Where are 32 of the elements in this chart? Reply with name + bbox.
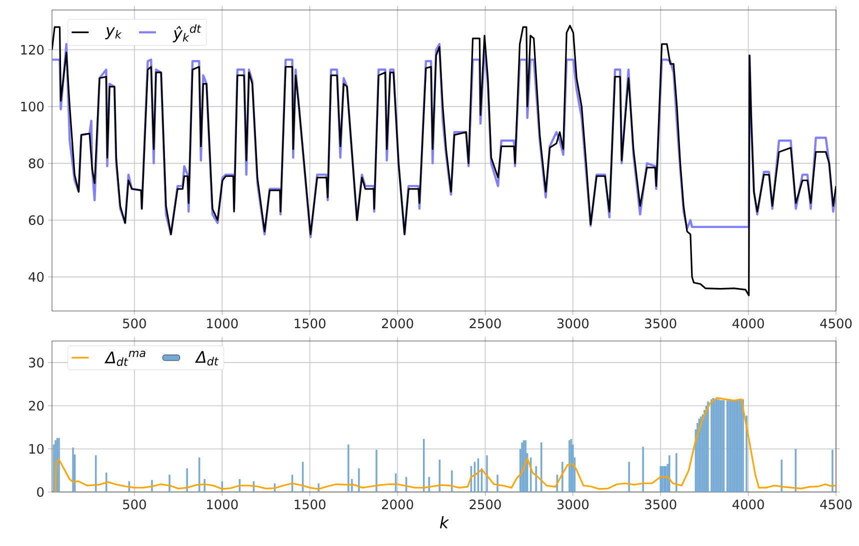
legend-label: y$_{k}$ bbox=[105, 27, 122, 40]
x-tick-label: 4500 bbox=[820, 500, 852, 510]
x-tick-label: 2000 bbox=[382, 318, 414, 328]
x-tick-label: 500 bbox=[123, 500, 146, 510]
y-tick-label: 60 bbox=[28, 215, 44, 226]
y-tick-label: 40 bbox=[28, 272, 44, 282]
x-tick-label: 1500 bbox=[294, 500, 326, 510]
x-tick-label: 1000 bbox=[207, 500, 238, 510]
y-tick-label: 20 bbox=[28, 400, 44, 411]
x-tick-label: 2500 bbox=[470, 500, 501, 510]
legend-label: ŷ$_{k}$dt bbox=[172, 24, 202, 42]
y-tick-label: 10 bbox=[29, 444, 44, 454]
y-tick-label: 30 bbox=[28, 358, 44, 368]
y-tick-label: 80 bbox=[28, 158, 44, 168]
y-tick-label: 120 bbox=[21, 44, 44, 55]
x-tick-label: 3000 bbox=[557, 318, 589, 328]
x-tick-label: 4000 bbox=[732, 318, 764, 328]
x-tick-label: 1000 bbox=[207, 318, 238, 328]
y-tick-label: 0 bbox=[37, 487, 44, 497]
y-tick-label: 100 bbox=[21, 102, 44, 112]
x-tick-label: 3500 bbox=[645, 318, 676, 328]
legend-label: Δ$_{dt}$ bbox=[194, 351, 219, 366]
x-tick-label: 4000 bbox=[732, 500, 764, 510]
x-tick-label: 1500 bbox=[294, 318, 326, 328]
x-tick-label: 2500 bbox=[470, 318, 501, 328]
x-tick-label: 3000 bbox=[557, 500, 589, 510]
x-axis-title: k bbox=[440, 516, 450, 528]
x-tick-label: 4500 bbox=[820, 318, 852, 328]
legend-label: Δ$_{dt}$ma bbox=[104, 350, 146, 366]
x-tick-label: 3500 bbox=[645, 500, 676, 510]
x-tick-label: 2000 bbox=[382, 500, 414, 510]
x-tick-label: 500 bbox=[123, 318, 146, 328]
